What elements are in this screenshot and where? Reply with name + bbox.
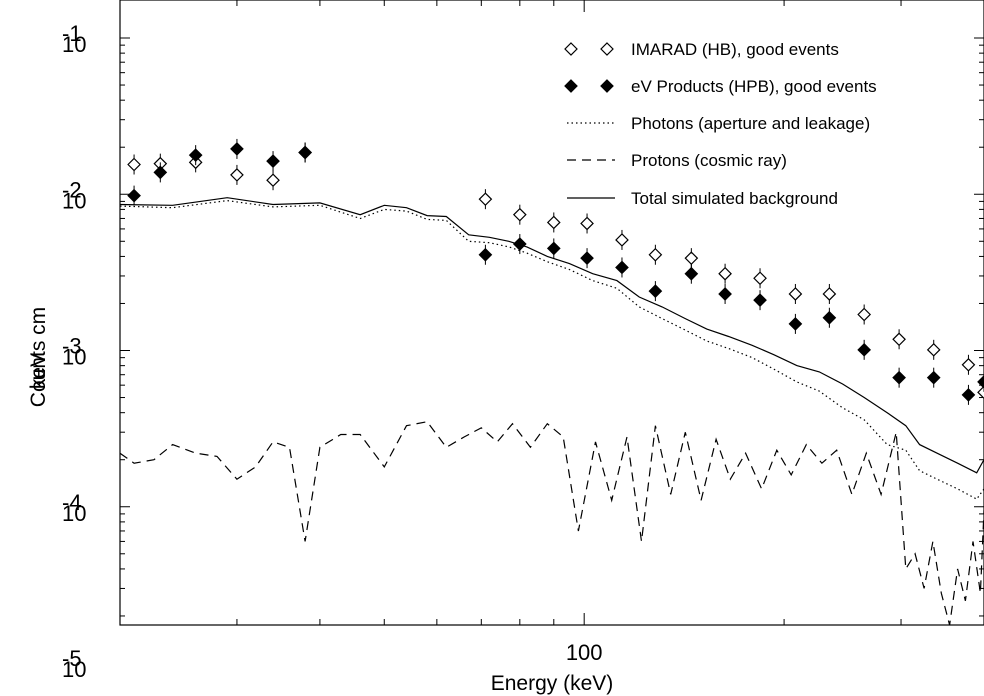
legend-symbol (600, 79, 614, 93)
open-diamond-point (546, 215, 561, 230)
plot-frame (119, 0, 984, 626)
filled-diamond-point (648, 284, 663, 298)
filled-diamond-point (230, 142, 244, 156)
open-diamond-point (615, 233, 629, 247)
open-diamond-point (892, 332, 906, 347)
filled-diamond-point (753, 293, 767, 308)
open-diamond-point (961, 357, 976, 372)
x-tick-labels: 100 (566, 640, 603, 665)
filled-diamond-point (615, 260, 629, 275)
filled-diamond-point (977, 375, 984, 389)
legend-label: IMARAD (HB), good events (631, 40, 839, 59)
y-tick-label-base: 10 (62, 501, 86, 526)
y-tick-label-exponent: -1 (62, 21, 82, 46)
open-diamond-point (788, 287, 803, 301)
y-tick-label-base: 10 (62, 32, 86, 57)
filled-diamond-point (266, 154, 280, 168)
filled-diamond-point (478, 247, 493, 262)
filled-diamond-point (127, 188, 141, 203)
open-diamond-point (857, 307, 872, 322)
open-diamond-point (512, 207, 527, 222)
series-line-dashed (119, 421, 984, 626)
filled-diamond-point (822, 310, 837, 325)
y-tick-label-base: 10 (62, 345, 86, 370)
filled-diamond-point (512, 237, 527, 251)
x-tick-label: 100 (566, 640, 603, 665)
y-tick-label-base: 10 (62, 188, 86, 213)
legend-label: Protons (cosmic ray) (631, 151, 787, 170)
filled-diamond-point (788, 317, 803, 331)
legend-label: Total simulated background (631, 189, 838, 208)
y-tick-label-base: 10 (62, 657, 86, 682)
filled-diamond-point (718, 287, 732, 301)
open-diamond-point (648, 247, 663, 262)
series-line-dotted (119, 199, 984, 500)
filled-diamond-point (153, 165, 168, 180)
series-markers (127, 138, 984, 405)
axis-ticks (119, 0, 984, 625)
open-diamond-point (926, 342, 941, 357)
open-diamond-point (718, 266, 732, 281)
legend-symbol (600, 42, 614, 56)
legend-symbol (564, 42, 578, 56)
open-diamond-point (822, 287, 837, 301)
open-diamond-point (684, 251, 699, 265)
filled-diamond-point (188, 148, 203, 162)
y-tick-label-exponent: -4 (62, 490, 82, 515)
open-diamond-point (230, 168, 244, 182)
y-tick-label-exponent: -5 (62, 646, 82, 671)
filled-diamond-point (580, 251, 594, 265)
legend-symbol (564, 79, 578, 93)
filled-diamond-point (961, 388, 976, 402)
open-diamond-point (127, 157, 141, 172)
filled-diamond-point (892, 370, 906, 385)
filled-diamond-point (546, 241, 561, 256)
open-diamond-point (977, 385, 984, 400)
series-lines (119, 197, 984, 626)
open-diamond-point (266, 173, 280, 188)
filled-diamond-point (298, 145, 312, 160)
legend: IMARAD (HB), good events eV Products (HPB… (564, 40, 877, 208)
y-tick-label-exponent: -2 (62, 177, 82, 202)
x-axis-title: Energy (keV) (491, 672, 614, 695)
filled-diamond-point (684, 266, 699, 281)
open-diamond-point (478, 192, 493, 207)
y-axis-title-overprint: keV (27, 353, 50, 389)
open-diamond-point (753, 271, 767, 286)
legend-label: eV Products (HPB), good events (631, 77, 877, 96)
y-axis-title: Counts cm (27, 307, 50, 407)
filled-diamond-point (857, 342, 872, 357)
open-diamond-point (580, 216, 594, 231)
y-tick-labels: 10-110-210-310-410-5 (62, 21, 86, 682)
series-line-solid (119, 197, 984, 474)
legend-label: Photons (aperture and leakage) (631, 114, 870, 133)
filled-diamond-point (926, 370, 941, 385)
y-tick-label-exponent: -3 (62, 334, 82, 359)
